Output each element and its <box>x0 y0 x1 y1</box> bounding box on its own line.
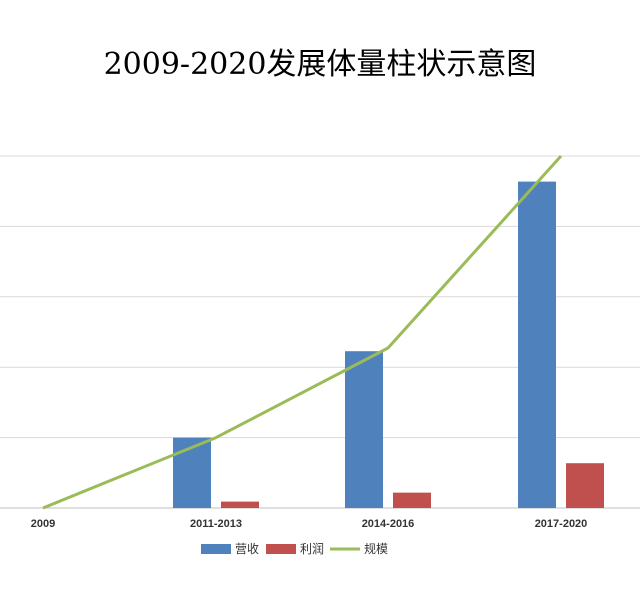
legend-profit-swatch <box>266 544 296 554</box>
bars <box>173 181 604 508</box>
x-tick-label: 2017-2020 <box>535 518 588 530</box>
scale-line-series <box>42 154 563 510</box>
bar-revenue-3 <box>518 181 556 508</box>
bar-revenue-1 <box>173 437 211 508</box>
bar-profit-1 <box>221 501 259 508</box>
bar-revenue-2 <box>345 351 383 508</box>
line-scale <box>42 154 563 510</box>
legend-revenue-swatch <box>201 544 231 554</box>
legend-profit-label: 利润 <box>300 542 324 556</box>
legend-profit: 利润 <box>266 542 324 556</box>
legend-revenue: 营收 <box>201 542 259 556</box>
chart-title: 2009-2020发展体量柱状示意图 <box>104 47 537 82</box>
legend-revenue-label: 营收 <box>235 542 259 556</box>
bar-profit-3 <box>566 463 604 508</box>
x-tick-label: 2009 <box>31 518 55 530</box>
bar-profit-2 <box>393 492 431 508</box>
legend: 营收 利润 规模 <box>201 541 388 556</box>
x-tick-labels: 2009 2011-2013 2014-2016 2017-2020 <box>31 518 588 530</box>
legend-scale: 规模 <box>330 541 388 556</box>
x-tick-label: 2014-2016 <box>362 518 415 530</box>
legend-scale-label: 规模 <box>364 541 388 556</box>
x-tick-label: 2011-2013 <box>190 518 242 530</box>
